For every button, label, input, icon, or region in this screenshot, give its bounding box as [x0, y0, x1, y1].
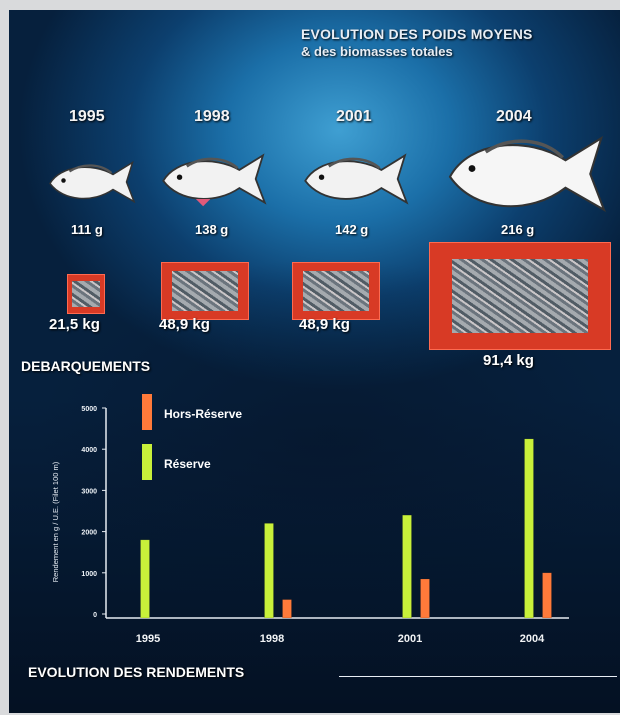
x-tick-label: 2004 [520, 633, 545, 645]
chart-legend: Hors-Réserve Réserve [142, 394, 242, 480]
fish-2004-icon [448, 135, 607, 213]
y-tick-label: 2000 [81, 530, 97, 537]
fish-2001-icon [304, 153, 409, 205]
weight-2001: 142 g [335, 222, 369, 237]
bar-hors-reserve-1998 [282, 599, 292, 619]
y-tick-label: 1000 [81, 571, 97, 578]
debarquements-heading: DEBARQUEMENTS [21, 358, 151, 374]
weight-2004: 216 g [501, 222, 535, 237]
rendements-heading: EVOLUTION DES RENDEMENTS [28, 664, 245, 680]
chart-bars [140, 438, 552, 619]
legend-swatch-reserve [142, 444, 152, 480]
y-axis-label: Rendement en g / U.E. (Filet 100 m) [51, 461, 60, 582]
yield-bar-chart: 0 1000 2000 3000 4000 5000 Rendement en g / U.… [51, 394, 569, 645]
crate-1998 [161, 262, 249, 320]
biomass-1998: 48,9 kg [159, 316, 210, 333]
weight-1998: 138 g [195, 222, 229, 237]
biomass-2004: 91,4 kg [483, 352, 534, 369]
bar-hors-reserve-2004 [542, 572, 552, 619]
x-tick-label: 1998 [260, 633, 284, 645]
bar-hors-reserve-2001 [420, 578, 430, 619]
year-label-1998: 1998 [194, 108, 230, 125]
y-tick-label: 5000 [81, 406, 97, 413]
title-line-1: EVOLUTION DES POIDS MOYENS [301, 26, 533, 42]
biomass-1995: 21,5 kg [49, 316, 100, 333]
year-label-2004: 2004 [496, 108, 532, 125]
bar-reserve-2004 [524, 438, 534, 619]
x-tick-label: 1995 [136, 633, 160, 645]
bar-reserve-2001 [402, 514, 412, 619]
title-line-2: & des biomasses totales [301, 44, 453, 59]
legend-swatch-hors-reserve [142, 394, 152, 430]
biomass-2001: 48,9 kg [299, 316, 350, 333]
rendements-underline [339, 676, 617, 677]
chart-axes: 0 1000 2000 3000 4000 5000 Rendement en g / U.… [51, 406, 569, 645]
fish-1998-icon [162, 153, 267, 207]
x-tick-label: 2001 [398, 633, 422, 645]
year-label-1995: 1995 [69, 108, 105, 125]
y-tick-label: 4000 [81, 447, 97, 454]
year-label-2001: 2001 [336, 108, 372, 125]
fish-1995-icon [49, 160, 136, 204]
weight-1995: 111 g [71, 222, 103, 237]
poster: EVOLUTION DES POIDS MOYENS & des biomass… [9, 10, 620, 713]
legend-label-reserve: Réserve [164, 457, 211, 471]
crate-1995 [67, 274, 105, 314]
y-tick-label: 3000 [81, 488, 97, 495]
bar-reserve-1995 [140, 539, 150, 619]
legend-label-hors-reserve: Hors-Réserve [164, 407, 242, 421]
crate-2001 [292, 262, 380, 320]
crate-2004 [429, 242, 611, 350]
y-tick-label: 0 [93, 612, 97, 619]
bar-reserve-1998 [264, 523, 274, 619]
